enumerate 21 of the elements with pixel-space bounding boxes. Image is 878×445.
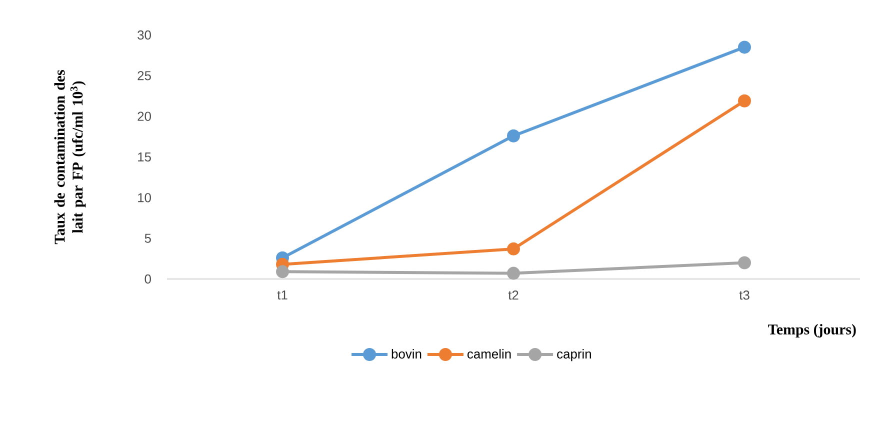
legend-label: bovin bbox=[392, 349, 422, 359]
y-tick-label: 20 bbox=[138, 112, 151, 121]
point bbox=[738, 40, 751, 54]
point bbox=[276, 265, 289, 278]
y-tick-label: 10 bbox=[138, 193, 151, 202]
x-tick-label: t2 bbox=[508, 290, 518, 300]
y-tick-label: 15 bbox=[138, 152, 151, 162]
point bbox=[507, 266, 520, 280]
legend-label: camelin bbox=[467, 349, 511, 359]
point bbox=[507, 129, 520, 142]
y-tick-label: 0 bbox=[144, 274, 151, 284]
point bbox=[738, 256, 751, 270]
point bbox=[738, 94, 751, 108]
y-tick-label: 5 bbox=[144, 234, 151, 243]
y-tick-label: 25 bbox=[138, 71, 151, 80]
y-tick-label: 30 bbox=[138, 30, 151, 40]
x-axis-title: Temps (jours) bbox=[768, 324, 856, 338]
legend-label: caprin bbox=[557, 349, 591, 362]
point bbox=[507, 242, 520, 256]
x-tick-label: t3 bbox=[739, 290, 750, 300]
x-tick-label: t1 bbox=[277, 290, 288, 300]
